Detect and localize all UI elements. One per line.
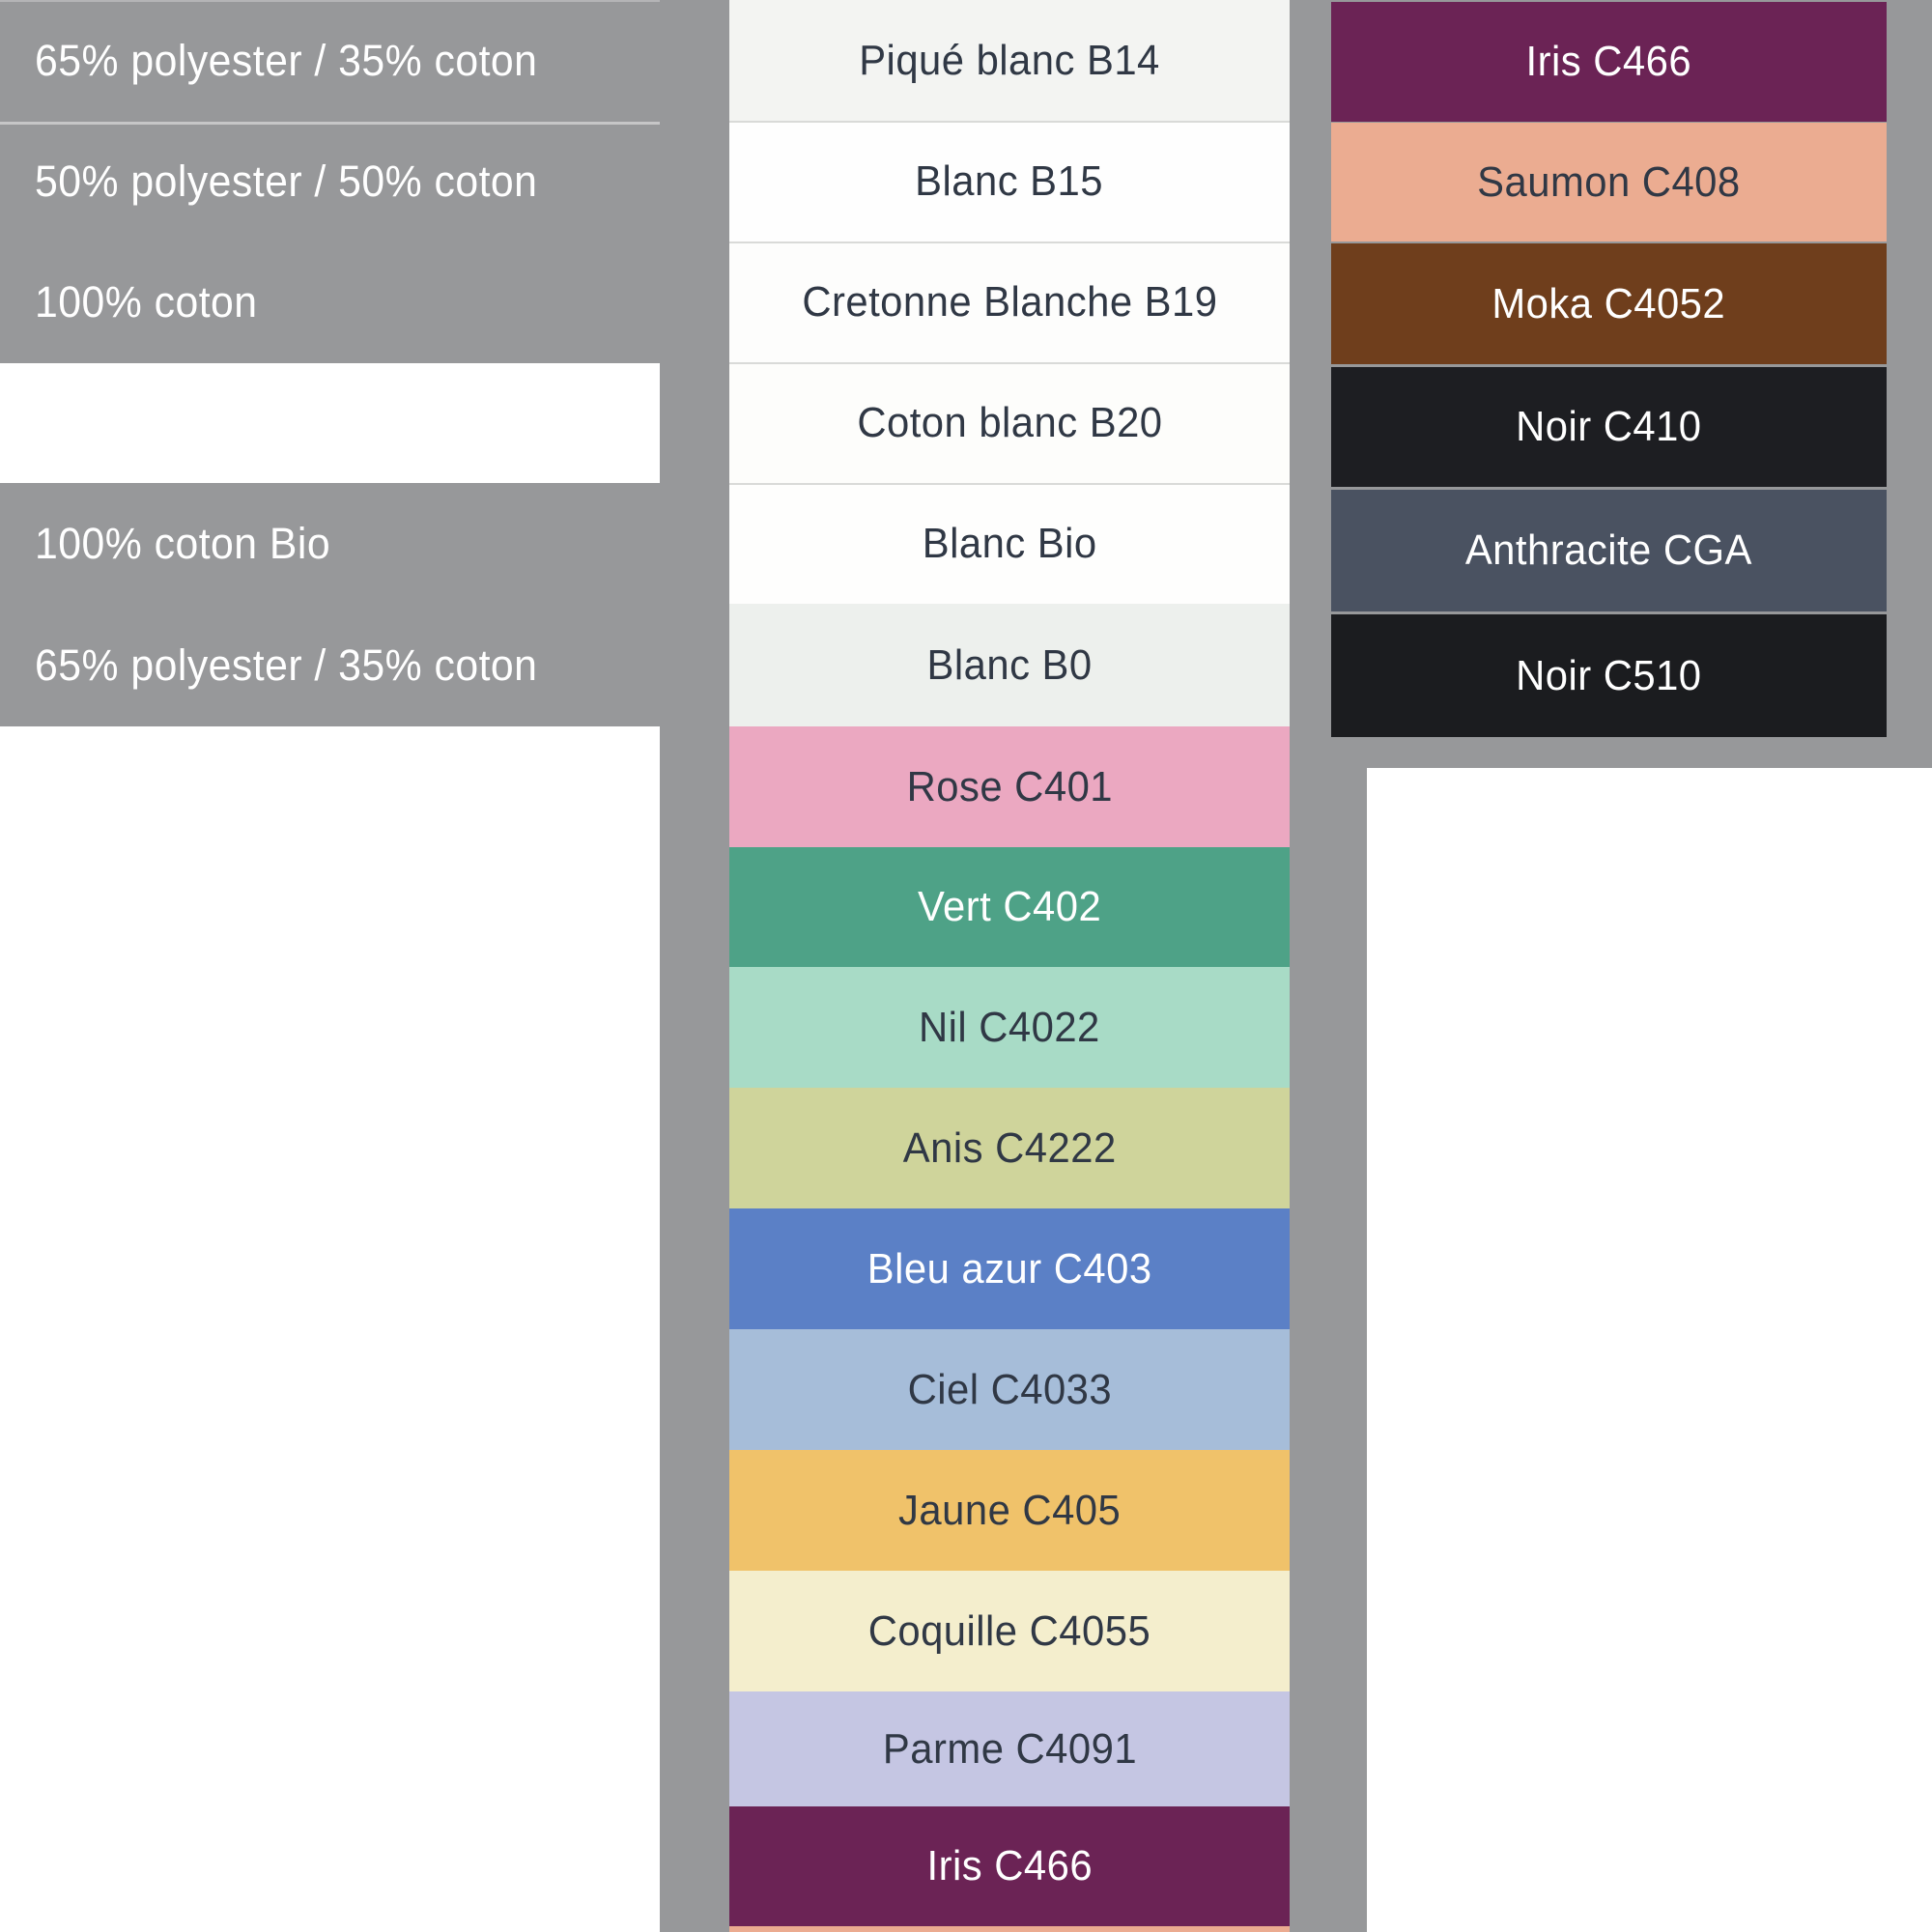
fabric-color-name: Coquille C4055 [867, 1606, 1151, 1655]
fabric-color-swatch: Noir C410 [1331, 367, 1887, 487]
fabric-color-name: Iris C466 [926, 1842, 1093, 1889]
fabric-color-swatch: Piqué blanc B14 [729, 0, 1290, 121]
fabric-color-swatch: Iris C466 [729, 1806, 1290, 1926]
fabric-color-name: Blanc B15 [915, 156, 1104, 205]
fabric-color-name: Anthracite CGA [1464, 526, 1753, 574]
fabric-color-name: Rose C401 [906, 762, 1113, 810]
fabric-color-name: Noir C410 [1516, 403, 1702, 450]
fabric-color-name: Noir C510 [1516, 651, 1702, 699]
fabric-color-swatch: Coton blanc B20 [729, 362, 1290, 483]
composition-label: 65% polyester / 35% coton [35, 36, 538, 85]
fabric-color-name: Moka C4052 [1492, 279, 1726, 327]
fabric-color-name: Vert C402 [917, 883, 1102, 930]
fabric-color-swatch: Vert C402 [729, 847, 1290, 967]
fabric-color-name: Blanc Bio [922, 519, 1097, 567]
composition-label-row: 65% polyester / 35% coton [0, 0, 660, 122]
right-swatch-column: Iris C466 Saumon C408 Moka C4052 Noir C4… [1331, 0, 1887, 1932]
fabric-color-swatch: Blanc B15 [729, 121, 1290, 242]
fabric-color-swatch: Moka C4052 [1331, 243, 1887, 364]
fabric-color-swatch: Ciel C4033 [729, 1329, 1290, 1450]
fabric-color-name: Piqué blanc B14 [859, 36, 1160, 84]
fabric-color-swatch: Parme C4091 [729, 1691, 1290, 1806]
fabric-color-swatch: Jaune C405 [729, 1450, 1290, 1571]
fabric-color-name: Ciel C4033 [907, 1365, 1112, 1413]
fabric-color-swatch: Rose C401 [729, 726, 1290, 847]
fabric-color-swatch: Iris C466 [1331, 2, 1887, 122]
fabric-color-swatch-partial [729, 1926, 1290, 1932]
left-bottom-white-area [0, 726, 660, 1932]
middle-swatch-column: Piqué blanc B14 Blanc B15 Cretonne Blanc… [729, 0, 1290, 1932]
fabric-color-name: Blanc B0 [926, 640, 1093, 689]
composition-label: 100% coton Bio [35, 518, 331, 568]
fabric-color-name: Coton blanc B20 [856, 398, 1163, 446]
fabric-color-swatch: Blanc Bio [729, 483, 1290, 604]
fabric-color-swatch: Saumon C408 [1331, 123, 1887, 242]
fabric-color-swatch: Nil C4022 [729, 967, 1290, 1088]
fabric-color-swatch: Coquille C4055 [729, 1571, 1290, 1691]
fabric-color-name: Jaune C405 [897, 1486, 1122, 1534]
composition-label-panel: 65% polyester / 35% coton 50% polyester … [0, 0, 660, 1932]
composition-label: 100% coton [35, 277, 258, 327]
fabric-color-swatch: Noir C510 [1331, 614, 1887, 737]
fabric-color-name: Parme C4091 [882, 1724, 1137, 1773]
fabric-color-swatch: Blanc B0 [729, 604, 1290, 726]
composition-label-row: 100% coton [0, 242, 660, 363]
composition-label-row: 50% polyester / 50% coton [0, 122, 660, 242]
fabric-color-swatch: Bleu azur C403 [729, 1208, 1290, 1329]
panel-top-divider [0, 0, 660, 2]
composition-label: 50% polyester / 50% coton [35, 156, 538, 206]
fabric-color-name: Bleu azur C403 [867, 1244, 1152, 1293]
composition-label-row: 65% polyester / 35% coton [0, 604, 660, 726]
fabric-color-name: Saumon C408 [1477, 157, 1741, 206]
fabric-color-name: Anis C4222 [902, 1123, 1117, 1172]
fabric-color-name: Nil C4022 [919, 1003, 1100, 1051]
composition-label: 65% polyester / 35% coton [35, 639, 538, 690]
blank-white-row [0, 363, 660, 483]
fabric-color-name: Iris C466 [1525, 38, 1692, 85]
fabric-color-name: Cretonne Blanche B19 [801, 277, 1218, 326]
fabric-color-swatch: Cretonne Blanche B19 [729, 242, 1290, 362]
composition-label-row: 100% coton Bio [0, 483, 660, 604]
right-bottom-white-area [1367, 768, 1932, 1932]
fabric-color-swatch: Anis C4222 [729, 1088, 1290, 1208]
fabric-color-swatch: Anthracite CGA [1331, 490, 1887, 611]
